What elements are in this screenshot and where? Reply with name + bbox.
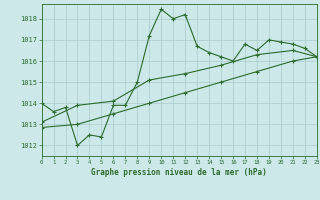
- X-axis label: Graphe pression niveau de la mer (hPa): Graphe pression niveau de la mer (hPa): [91, 168, 267, 177]
